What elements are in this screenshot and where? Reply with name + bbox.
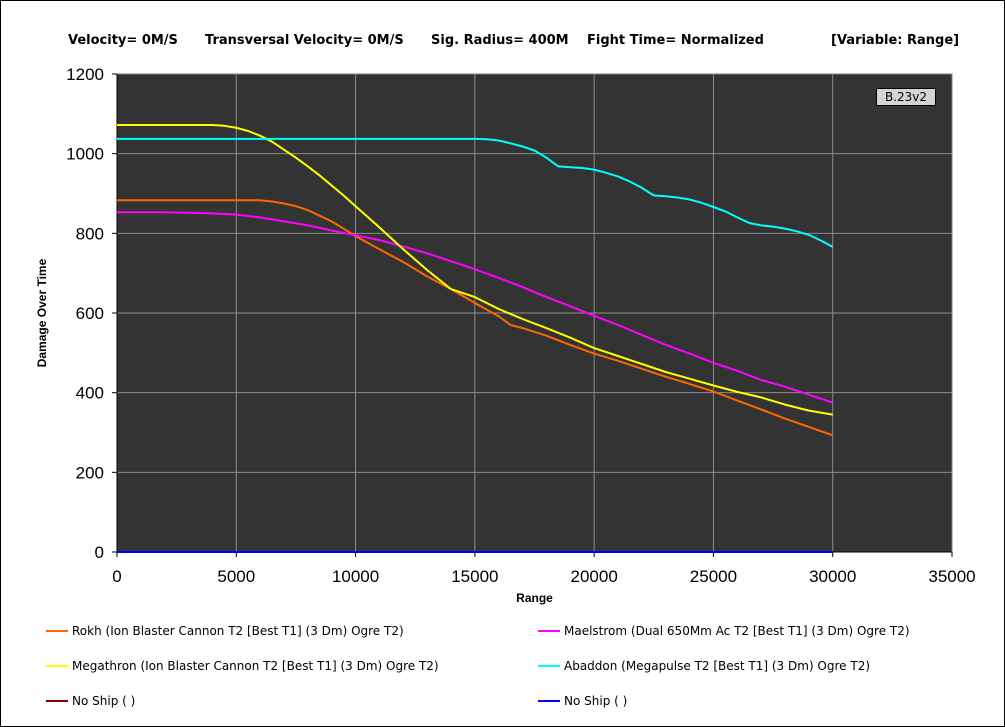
series-line-3 xyxy=(117,124,833,416)
series-line-4 xyxy=(117,137,834,248)
x-tick-label: 5000 xyxy=(217,567,255,586)
x-tick-label: 35000 xyxy=(928,567,975,586)
legend-label: Maelstrom (Dual 650Mm Ac T2 [Best T1] (3… xyxy=(564,624,910,638)
legend-swatch xyxy=(46,630,68,632)
legend-item: Megathron (Ion Blaster Cannon T2 [Best T… xyxy=(46,657,439,675)
x-tick-label: 10000 xyxy=(332,567,379,586)
legend-swatch xyxy=(538,665,560,667)
legend-label: No Ship ( ) xyxy=(564,694,628,708)
x-tick-label: 30000 xyxy=(809,567,856,586)
x-tick-label: 15000 xyxy=(451,567,498,586)
series-line-2 xyxy=(117,211,834,404)
x-axis-label: Range xyxy=(516,591,553,605)
x-tick-label: 0 xyxy=(112,567,121,586)
fight-time-label: Fight Time= Normalized xyxy=(587,33,764,48)
y-tick-label: 1000 xyxy=(66,145,104,164)
legend-label: Abaddon (Megapulse T2 [Best T1] (3 Dm) O… xyxy=(564,659,871,673)
legend-item: Rokh (Ion Blaster Cannon T2 [Best T1] (3… xyxy=(46,622,404,640)
legend-item: No Ship ( ) xyxy=(538,692,627,710)
y-tick-label: 200 xyxy=(76,463,104,482)
sig-radius-label: Sig. Radius= 400M xyxy=(431,33,569,48)
legend-swatch xyxy=(538,700,560,702)
version-badge: B.23v2 xyxy=(876,88,936,106)
y-tick-label: 1200 xyxy=(66,65,104,84)
legend-swatch xyxy=(46,700,68,702)
variable-label: [Variable: Range] xyxy=(831,33,960,48)
y-tick-label: 800 xyxy=(76,224,104,243)
y-tick-label: 0 xyxy=(95,543,104,562)
y-tick-label: 400 xyxy=(76,384,104,403)
legend-item: No Ship ( ) xyxy=(46,692,135,710)
x-tick-label: 20000 xyxy=(571,567,618,586)
legend-label: Megathron (Ion Blaster Cannon T2 [Best T… xyxy=(72,659,439,673)
legend-swatch xyxy=(538,630,560,632)
legend-label: No Ship ( ) xyxy=(72,694,136,708)
legend-swatch xyxy=(46,665,68,667)
x-tick-label: 25000 xyxy=(690,567,737,586)
velocity-label: Velocity= 0M/S xyxy=(68,33,178,48)
y-tick-label: 600 xyxy=(76,304,104,323)
legend-item: Abaddon (Megapulse T2 [Best T1] (3 Dm) O… xyxy=(538,657,870,675)
series-line-1 xyxy=(117,199,834,437)
legend-label: Rokh (Ion Blaster Cannon T2 [Best T1] (3… xyxy=(72,624,404,638)
transversal-velocity-label: Transversal Velocity= 0M/S xyxy=(205,33,404,48)
y-axis-label: Damage Over Time xyxy=(35,258,49,367)
legend-item: Maelstrom (Dual 650Mm Ac T2 [Best T1] (3… xyxy=(538,622,910,640)
